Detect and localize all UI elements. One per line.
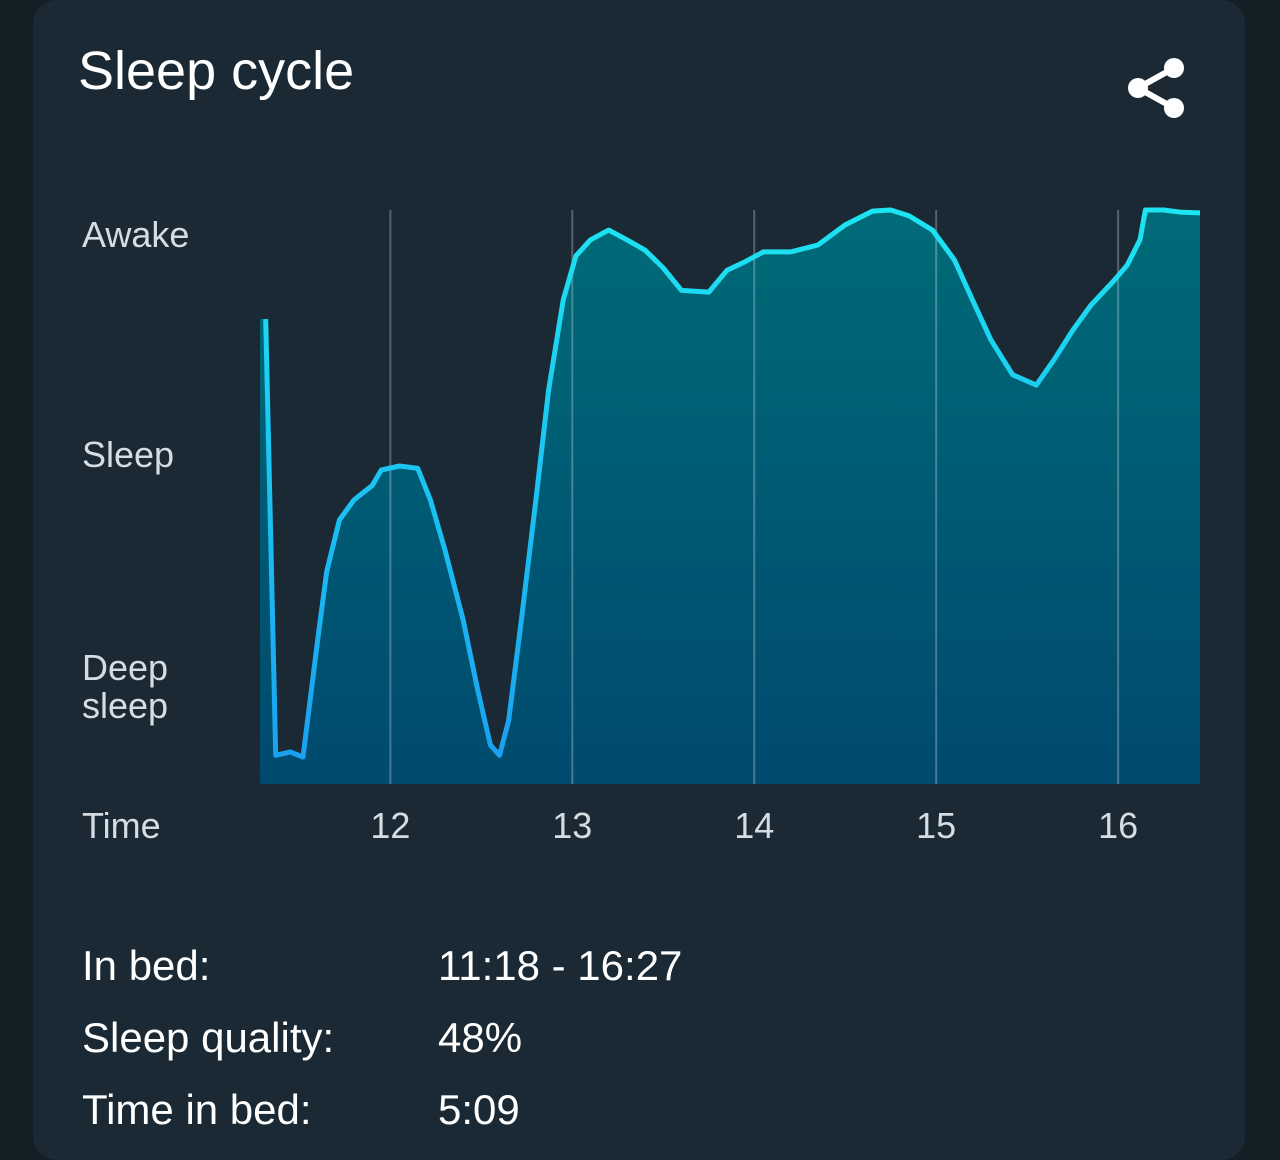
share-icon[interactable] [1120, 52, 1192, 124]
x-tick-label: 14 [734, 805, 774, 846]
x-axis-label: Time [82, 805, 161, 846]
y-label-deep-sleep: Deep sleep [82, 647, 169, 726]
y-label-sleep: Sleep [82, 434, 175, 475]
summary-value: 5:09 [438, 1086, 520, 1133]
card-title: Sleep cycle [78, 41, 355, 101]
x-tick-label: 13 [552, 805, 592, 846]
summary-label: Sleep quality: [82, 1014, 335, 1061]
sleep-area [260, 210, 1200, 784]
x-tick-label: 15 [916, 805, 956, 846]
x-tick-label: 16 [1098, 805, 1138, 846]
x-tick-label: 12 [370, 805, 410, 846]
summary-label: Time in bed: [82, 1086, 312, 1133]
summary-label: In bed: [82, 942, 211, 989]
summary-value: 11:18 - 16:27 [438, 942, 683, 989]
summary-value: 48% [438, 1014, 523, 1061]
y-label-awake: Awake [82, 214, 190, 255]
sleep-line [263, 207, 1201, 760]
